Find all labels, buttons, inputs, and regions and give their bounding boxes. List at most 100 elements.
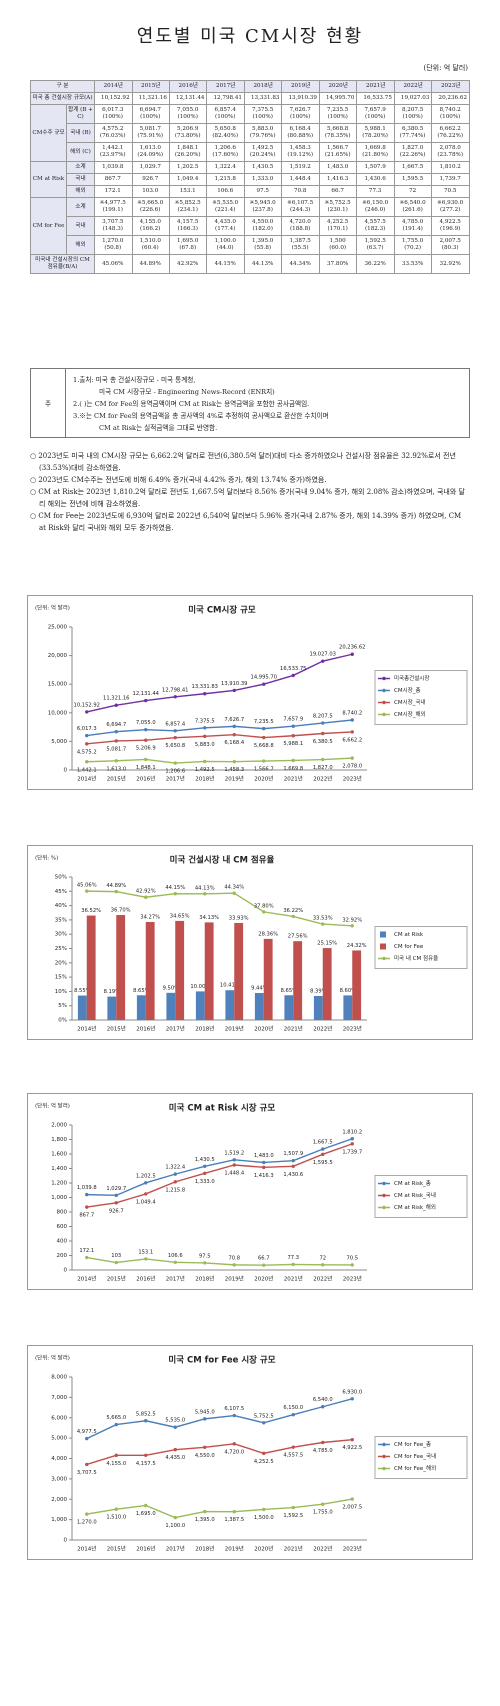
series-line <box>86 1498 353 1519</box>
point <box>291 724 295 728</box>
x-tick-label: 2019년 <box>225 1275 244 1283</box>
chart-title: 미국 CM시장 규모 <box>188 605 256 616</box>
chart: 미국 CM for Fee 시장 규모 (단위: 억 달러) 0 1,000 2,000… <box>27 1345 473 1560</box>
cell: 45.06% <box>94 254 133 274</box>
data-label: 1,810.2 <box>342 1129 362 1135</box>
data-label: 5,752.5 <box>254 1413 274 1419</box>
data-label: 12,131.44 <box>133 691 160 697</box>
data-label: 5,081.7 <box>106 746 126 752</box>
data-label: 926.7 <box>109 1208 124 1214</box>
cell-share: (237.8) <box>252 207 273 213</box>
cell-value: 8,207.5 <box>401 107 424 113</box>
x-tick-label: 2018년 <box>195 1025 214 1033</box>
cell-value: 7,375.5 <box>252 107 274 113</box>
cell-value: 1,592.5 <box>364 238 386 244</box>
unit-label: (단위: 억 달러) <box>35 1354 70 1362</box>
data-row: 국내 (B) 4,575.2 (76.03%) 5,081.7 (75.91%) 5,20… <box>31 123 470 143</box>
bar <box>225 990 235 1020</box>
group-label: CM at Risk <box>30 161 67 198</box>
point <box>350 756 354 760</box>
notes-lines: 1.출처: 미국 총 건설시장규모 - 미국 통계청, 미국 CM 시장규모 - … <box>73 374 465 434</box>
data-label: 8.60% <box>340 988 357 994</box>
cell-share: (55.8) <box>254 245 272 251</box>
point <box>85 742 89 746</box>
x-tick-label: 2017년 <box>166 775 185 783</box>
point <box>321 731 325 736</box>
data-row: 국내 867.7 926.7 1,049.4 1,215.8 1,333.0 1,448.4… <box>31 173 470 186</box>
point <box>144 1257 148 1261</box>
x-tick-label: 2016년 <box>136 1545 155 1553</box>
cell-value: 72 <box>409 188 417 194</box>
point <box>114 889 118 894</box>
data-label: 1,430.6 <box>283 1172 303 1178</box>
cell: 4,550.0 (182.0) <box>243 216 283 236</box>
point <box>203 1445 207 1449</box>
cell: 1,566.7 (21.65%) <box>318 142 358 162</box>
cell: ※6,107.5 (244.3) <box>281 197 320 217</box>
cell: 6,662.2 (76.22%) <box>431 123 470 143</box>
data-label: 8.39% <box>310 989 327 995</box>
cell-value: 2,007.5 <box>439 238 461 244</box>
point <box>232 1442 236 1446</box>
header-row: 구 분 2014년 2015년 2016년 2017년 2018년 2019년 2020년 20… <box>29 80 470 93</box>
cell: 1,333.0 <box>243 173 283 186</box>
data-label: 5,852.5 <box>136 1411 156 1417</box>
bullet: ○ CM for Fee는 2023년도에 6,930억 달러로 2022년 6… <box>30 512 462 532</box>
cell: 4,785.0 (191.4) <box>393 216 433 236</box>
year-header: 2020년 <box>318 80 358 93</box>
document-title: 연도별 미국 CM시장 현황 <box>136 26 364 47</box>
cell: 20,236.62 <box>431 92 470 105</box>
data-row: CM수주 규모 합계 (B + C) 6,017.3 (100%) 6,694.7 (10… <box>30 104 470 162</box>
cell: 12,131.44 <box>168 92 208 105</box>
point <box>350 924 354 928</box>
notes-box: 주 1.출처: 미국 총 건설시장규모 - 미국 통계청, 미국 CM 시장규모 … <box>30 368 470 438</box>
cell-value: 4,157.5 <box>177 219 199 225</box>
cell: ※6,150.0 (246.0) <box>356 197 395 217</box>
legend-frame <box>374 1436 468 1479</box>
point <box>262 910 266 914</box>
cell-value: 1,416.3 <box>326 176 349 182</box>
total-row: 미국 총 건설시장 규모(A) 10,152.92 11,321.16 12,131.… <box>29 92 470 105</box>
data-row: 해외 1,270.0 (50.8) 1,510.0 (60.4) 1,695.0 (67.8… <box>31 235 470 255</box>
y-tick-label: 6,000 <box>51 1415 67 1421</box>
cell-value: ※4,977.5 <box>99 200 126 206</box>
x-tick-label: 2014년 <box>77 1275 96 1283</box>
legend-frame <box>374 926 468 969</box>
cell-value: 4,252.5 <box>326 219 349 225</box>
y-tick-label: 0 <box>64 1538 68 1544</box>
y-tick-label: 10% <box>55 989 67 995</box>
cell-share: (188.8) <box>289 226 311 232</box>
cell-value: 1,215.8 <box>214 176 236 182</box>
data-label: 1,100.0 <box>165 1523 185 1529</box>
cell: 172.1 <box>94 185 133 198</box>
x-tick-label: 2015년 <box>107 1275 126 1283</box>
data-label: 5,665.0 <box>106 1415 126 1421</box>
cell-share: (170.1) <box>327 226 348 232</box>
cell-share: (100%) <box>290 114 311 120</box>
cell: 19,027.03 <box>393 92 433 105</box>
cell-share: (26.20%) <box>174 152 201 158</box>
data-label: 6,107.5 <box>224 1406 244 1412</box>
legend-label: 미국 내 CM 점유율 <box>394 954 438 962</box>
cell-value: ※6,150.0 <box>362 200 389 206</box>
chart: 미국 CM시장 규모 (단위: 억 달러) 0 5,000 10,000 15,000 20… <box>27 595 473 790</box>
year-header: 2016년 <box>168 80 208 93</box>
cell-share: (24.09%) <box>137 152 164 158</box>
legend-label: CM for Fee_국내 <box>394 1452 436 1460</box>
data-label: 1,387.5 <box>224 1517 244 1523</box>
cell-value: 8,740.2 <box>439 107 461 113</box>
y-tick-label: 3,000 <box>51 1476 67 1482</box>
row-label: 국내 <box>65 216 96 236</box>
point <box>85 1255 89 1260</box>
point <box>262 1160 266 1165</box>
data-label: 36.22% <box>283 908 303 914</box>
point <box>350 1263 354 1267</box>
point <box>144 1453 148 1457</box>
point <box>232 688 236 693</box>
y-tick-label: 4,000 <box>51 1456 67 1462</box>
cell: 77.3 <box>356 185 395 198</box>
cell-share: (100%) <box>440 114 461 120</box>
data-label: 2,007.5 <box>342 1505 362 1511</box>
cell: ※5,535.0 (221.4) <box>206 197 245 217</box>
point <box>85 1512 89 1516</box>
